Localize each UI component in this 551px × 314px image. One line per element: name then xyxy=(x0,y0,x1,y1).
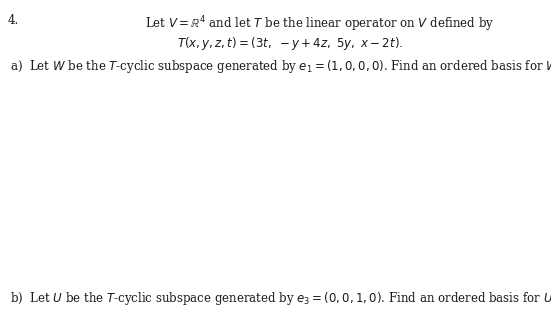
Text: b)  Let $U$ be the $T$-cyclic subspace generated by $e_3 = (0, 0, 1, 0)$. Find a: b) Let $U$ be the $T$-cyclic subspace ge… xyxy=(10,290,551,307)
Text: $T(x, y, z, t) = (3t,\ -y + 4z,\ 5y,\ x - 2t).$: $T(x, y, z, t) = (3t,\ -y + 4z,\ 5y,\ x … xyxy=(177,35,403,52)
Text: a)  Let $W$ be the $T$-cyclic subspace generated by $e_1 = (1, 0, 0, 0)$. Find a: a) Let $W$ be the $T$-cyclic subspace ge… xyxy=(10,58,551,75)
Text: Let $V = \mathbb{R}^4$ and let $T$ be the linear operator on $V$ defined by: Let $V = \mathbb{R}^4$ and let $T$ be th… xyxy=(145,14,495,34)
Text: 4.: 4. xyxy=(8,14,19,27)
